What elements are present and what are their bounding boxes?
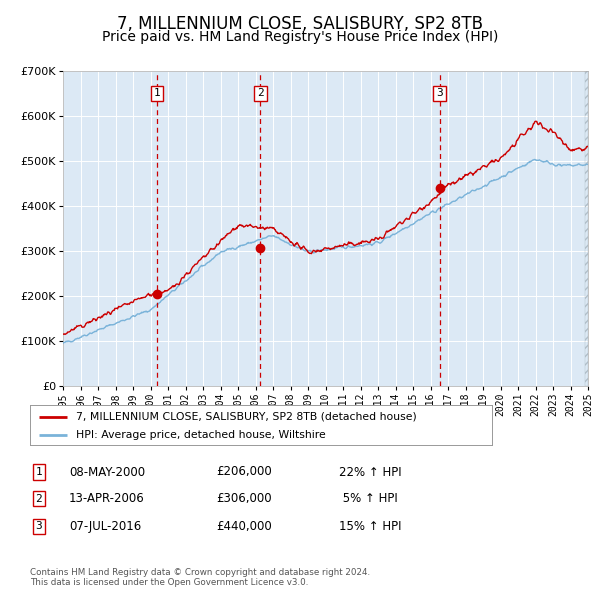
Text: HPI: Average price, detached house, Wiltshire: HPI: Average price, detached house, Wilt… (76, 431, 326, 440)
Text: Contains HM Land Registry data © Crown copyright and database right 2024.
This d: Contains HM Land Registry data © Crown c… (30, 568, 370, 587)
Text: 22% ↑ HPI: 22% ↑ HPI (339, 466, 401, 478)
Text: £440,000: £440,000 (216, 520, 272, 533)
Text: 1: 1 (154, 88, 160, 99)
Text: 7, MILLENNIUM CLOSE, SALISBURY, SP2 8TB (detached house): 7, MILLENNIUM CLOSE, SALISBURY, SP2 8TB … (76, 412, 417, 422)
Text: 07-JUL-2016: 07-JUL-2016 (69, 520, 141, 533)
Text: £306,000: £306,000 (216, 492, 272, 505)
Text: 7, MILLENNIUM CLOSE, SALISBURY, SP2 8TB: 7, MILLENNIUM CLOSE, SALISBURY, SP2 8TB (117, 15, 483, 33)
Text: 3: 3 (35, 522, 43, 531)
Text: 3: 3 (436, 88, 443, 99)
Text: 1: 1 (35, 467, 43, 477)
Text: 08-MAY-2000: 08-MAY-2000 (69, 466, 145, 478)
Text: 2: 2 (35, 494, 43, 503)
Text: 5% ↑ HPI: 5% ↑ HPI (339, 492, 398, 505)
Text: 13-APR-2006: 13-APR-2006 (69, 492, 145, 505)
Text: 15% ↑ HPI: 15% ↑ HPI (339, 520, 401, 533)
Text: Price paid vs. HM Land Registry's House Price Index (HPI): Price paid vs. HM Land Registry's House … (102, 30, 498, 44)
Text: £206,000: £206,000 (216, 466, 272, 478)
Text: 2: 2 (257, 88, 264, 99)
